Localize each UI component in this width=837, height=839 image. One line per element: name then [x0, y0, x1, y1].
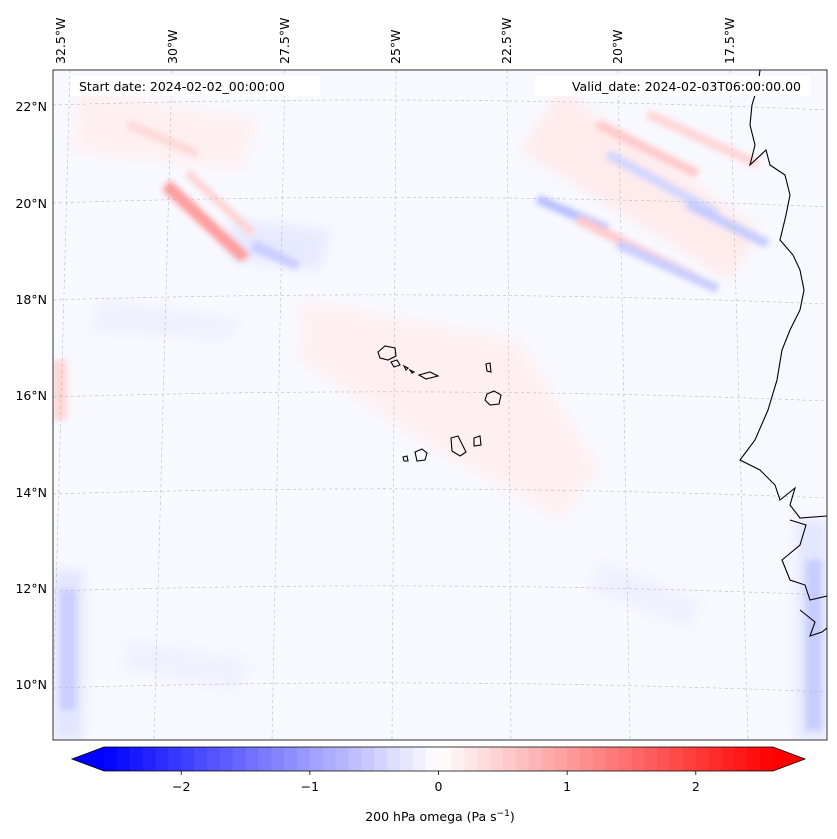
- colorbar-cell: [477, 747, 491, 771]
- map-frame: [52, 69, 828, 741]
- colorbar-cell: [348, 747, 362, 771]
- colorbar-cell: [258, 747, 272, 771]
- colorbar-cell: [682, 747, 697, 771]
- colorbar-cell: [451, 747, 465, 771]
- colorbar-cell: [567, 747, 581, 771]
- graticule: [53, 70, 827, 740]
- colorbar-cell: [374, 747, 388, 771]
- colorbar-cell: [322, 747, 337, 771]
- lat-label: 14°N: [15, 485, 47, 500]
- colorbar-cell: [245, 747, 259, 771]
- valid-date-label: Valid_date: 2024-02-03T06:00:00.00: [572, 79, 801, 94]
- lat-label: 20°N: [15, 196, 47, 211]
- lat-label: 12°N: [15, 581, 47, 596]
- longitude-labels: 32.5°W 30°W 27.5°W 25°W 22.5°W 20°W 17.5…: [53, 18, 737, 64]
- lon-label: 25°W: [388, 29, 403, 64]
- lon-label: 30°W: [165, 29, 180, 64]
- colorbar-cell: [618, 747, 633, 771]
- latitude-labels: 22°N 20°N 18°N 16°N 14°N 12°N 10°N: [15, 99, 47, 692]
- colorbar-cell: [387, 747, 401, 771]
- colorbar-cell: [425, 747, 440, 771]
- colorbar-cell: [116, 747, 131, 771]
- colorbar-tick-label: −1: [301, 779, 319, 794]
- colorbar-cell: [309, 747, 324, 771]
- colorbar-cell: [592, 747, 607, 771]
- colorbar-extend-high: [773, 747, 805, 771]
- colorbar-cell: [271, 747, 285, 771]
- colorbar-cell: [438, 747, 452, 771]
- colorbar-cell: [219, 747, 234, 771]
- colorbar-cell: [104, 747, 118, 771]
- colorbar-tick-label: 1: [563, 779, 571, 794]
- colorbar-cell: [155, 747, 169, 771]
- colorbar-cell: [412, 747, 427, 771]
- colorbar-cell: [232, 747, 247, 771]
- colorbar-cell: [747, 747, 761, 771]
- colorbar-cell: [605, 747, 620, 771]
- colorbar-cell: [695, 747, 710, 771]
- colorbar-cell: [284, 747, 298, 771]
- colorbar-cell: [670, 747, 684, 771]
- colorbar-cell: [580, 747, 594, 771]
- colorbar-tick-label: 0: [435, 779, 443, 794]
- colorbar-cell: [194, 747, 208, 771]
- lat-label: 18°N: [15, 292, 47, 307]
- colorbar-cell: [734, 747, 748, 771]
- colorbar-cell: [489, 747, 504, 771]
- colorbar-cell: [708, 747, 723, 771]
- lon-label: 20°W: [610, 29, 625, 64]
- lat-label: 16°N: [15, 388, 47, 403]
- omega-field: [53, 70, 827, 740]
- colorbar-ticks: −2 −1 0 1 2: [172, 771, 700, 794]
- colorbar-cell: [644, 747, 658, 771]
- colorbar-cell: [181, 747, 195, 771]
- coastline-west-africa: [739, 70, 827, 637]
- colorbar-cell: [515, 747, 530, 771]
- lat-label: 10°N: [15, 677, 47, 692]
- colorbar-cell: [361, 747, 375, 771]
- colorbar: −2 −1 0 1 2 200 hPa omega (Pa s−1): [70, 746, 807, 824]
- colorbar-cell: [399, 747, 414, 771]
- colorbar-cell: [296, 747, 311, 771]
- colorbar-tick-label: −2: [172, 779, 190, 794]
- colorbar-cell: [464, 747, 478, 771]
- colorbar-cell: [721, 747, 736, 771]
- colorbar-outline: [70, 746, 807, 772]
- colorbar-cell: [631, 747, 645, 771]
- colorbar-cell: [541, 747, 555, 771]
- colorbar-extend-low: [72, 747, 104, 771]
- colorbar-cell: [528, 747, 543, 771]
- colorbar-cell: [554, 747, 568, 771]
- start-date-label: Start date: 2024-02-02_00:00:00: [79, 79, 285, 94]
- colorbar-label: 200 hPa omega (Pa s−1): [365, 809, 515, 824]
- colorbar-cell: [335, 747, 350, 771]
- colorbar-cell: [142, 747, 157, 771]
- colorbar-cell: [168, 747, 182, 771]
- colorbar-cell: [760, 747, 774, 771]
- lon-label: 32.5°W: [53, 18, 68, 64]
- colorbar-cell: [129, 747, 144, 771]
- colorbar-tick-label: 2: [692, 779, 700, 794]
- cape-verde-islands: [377, 345, 502, 462]
- lon-label: 22.5°W: [499, 18, 514, 64]
- colorbar-cell: [206, 747, 221, 771]
- lon-label: 27.5°W: [277, 18, 292, 64]
- colorbar-cell: [657, 747, 671, 771]
- lat-label: 22°N: [15, 99, 47, 114]
- colorbar-cells: [104, 747, 774, 771]
- lon-label: 17.5°W: [722, 18, 737, 64]
- colorbar-cell: [502, 747, 517, 771]
